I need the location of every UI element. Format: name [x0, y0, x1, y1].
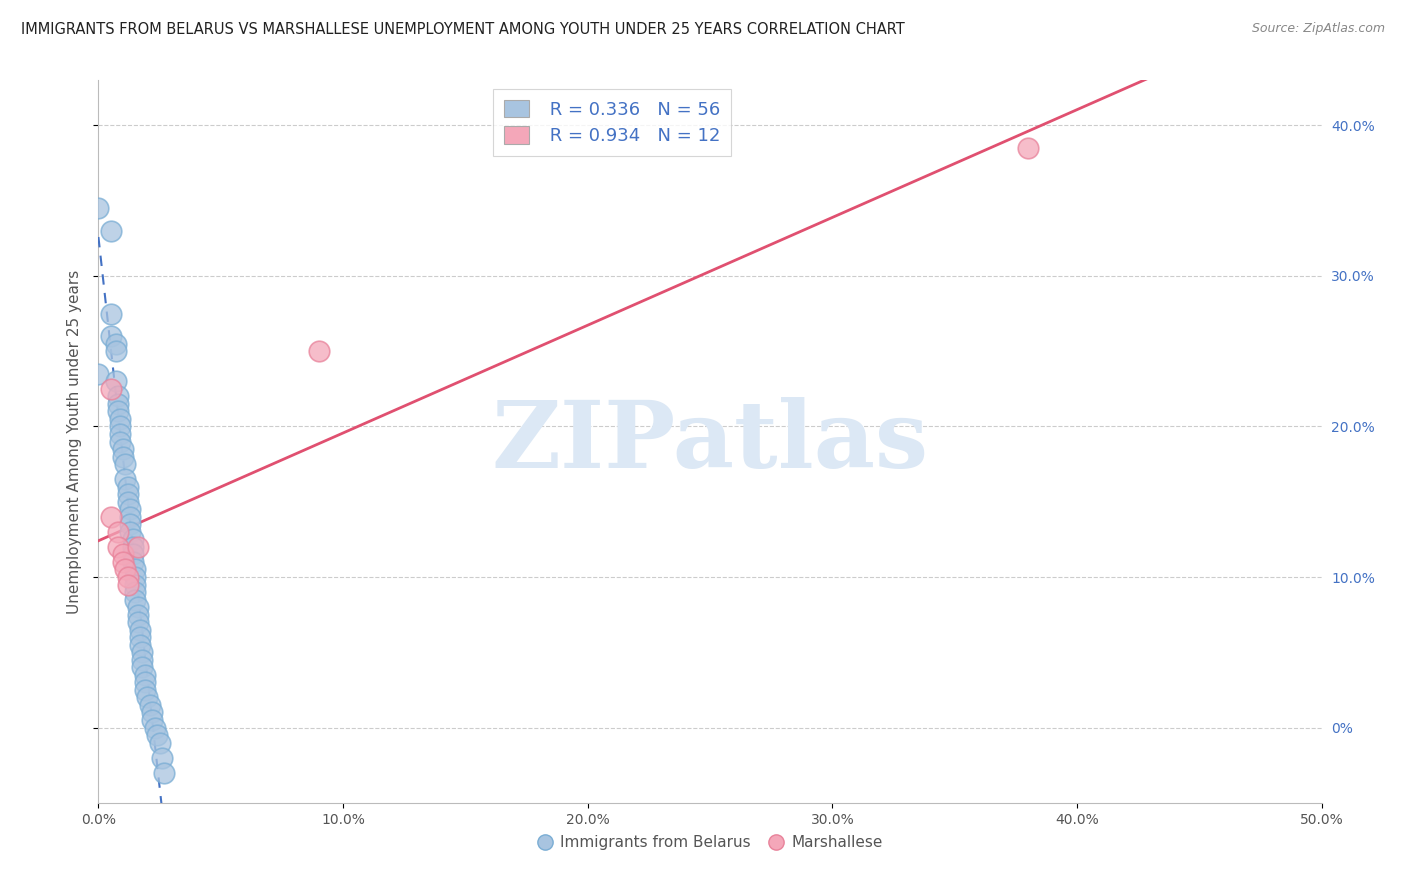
Point — [110, 434, 132, 449]
Point — [124, 585, 146, 599]
Point — [131, 653, 153, 667]
Point — [117, 480, 139, 494]
Point — [114, 457, 136, 471]
Point — [120, 502, 142, 516]
Point — [121, 555, 143, 569]
Point — [129, 623, 152, 637]
Point — [110, 427, 132, 442]
Point — [141, 706, 163, 720]
Point — [104, 336, 127, 351]
Point — [110, 412, 132, 426]
Point — [107, 397, 129, 411]
Point — [111, 442, 134, 456]
Point — [104, 344, 127, 359]
Point — [127, 607, 149, 622]
Point — [121, 540, 143, 554]
Point — [129, 638, 152, 652]
Point — [121, 533, 143, 547]
Point — [143, 721, 166, 735]
Point — [136, 690, 159, 705]
Point — [141, 713, 163, 727]
Point — [114, 562, 136, 576]
Legend: Immigrants from Belarus, Marshallese: Immigrants from Belarus, Marshallese — [531, 830, 889, 856]
Point — [1017, 141, 1039, 155]
Point — [149, 735, 172, 749]
Point — [124, 570, 146, 584]
Point — [127, 600, 149, 615]
Point — [100, 329, 122, 343]
Point — [111, 555, 134, 569]
Point — [110, 419, 132, 434]
Point — [107, 404, 129, 418]
Point — [308, 344, 330, 359]
Point — [100, 307, 122, 321]
Point — [120, 517, 142, 532]
Point — [121, 548, 143, 562]
Point — [117, 577, 139, 591]
Point — [104, 374, 127, 388]
Point — [100, 224, 122, 238]
Point — [117, 570, 139, 584]
Point — [124, 592, 146, 607]
Point — [124, 577, 146, 591]
Point — [120, 524, 142, 539]
Point — [134, 682, 156, 697]
Point — [117, 487, 139, 501]
Point — [127, 615, 149, 630]
Point — [120, 509, 142, 524]
Point — [100, 509, 122, 524]
Y-axis label: Unemployment Among Youth under 25 years: Unemployment Among Youth under 25 years — [67, 269, 83, 614]
Point — [111, 450, 134, 464]
Text: ZIPatlas: ZIPatlas — [492, 397, 928, 486]
Point — [100, 382, 122, 396]
Point — [127, 540, 149, 554]
Point — [150, 750, 173, 764]
Point — [139, 698, 162, 712]
Point — [134, 668, 156, 682]
Point — [134, 675, 156, 690]
Point — [129, 630, 152, 644]
Point — [87, 201, 110, 215]
Text: Source: ZipAtlas.com: Source: ZipAtlas.com — [1251, 22, 1385, 36]
Point — [131, 645, 153, 659]
Point — [111, 548, 134, 562]
Point — [131, 660, 153, 674]
Point — [107, 389, 129, 403]
Point — [87, 367, 110, 381]
Point — [153, 765, 176, 780]
Text: IMMIGRANTS FROM BELARUS VS MARSHALLESE UNEMPLOYMENT AMONG YOUTH UNDER 25 YEARS C: IMMIGRANTS FROM BELARUS VS MARSHALLESE U… — [21, 22, 905, 37]
Point — [117, 494, 139, 508]
Point — [107, 524, 129, 539]
Point — [124, 562, 146, 576]
Point — [146, 728, 169, 742]
Point — [114, 472, 136, 486]
Point — [107, 540, 129, 554]
